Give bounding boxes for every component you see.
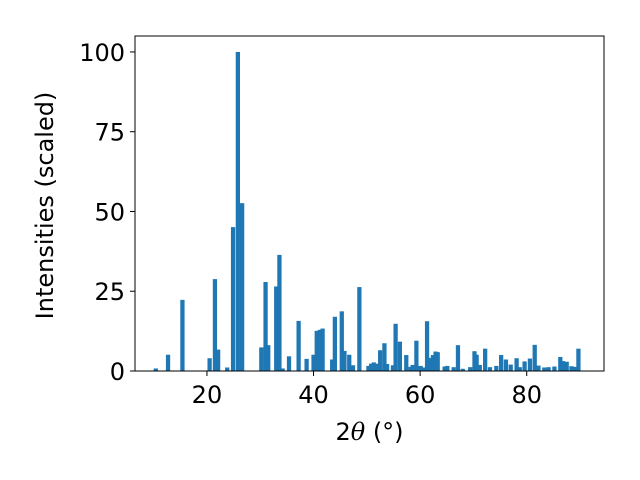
- bar: [468, 367, 473, 371]
- bar: [558, 356, 563, 371]
- bar: [542, 367, 547, 371]
- bar: [382, 343, 387, 371]
- bar: [418, 365, 423, 371]
- bar: [430, 355, 436, 371]
- bar: [320, 328, 325, 371]
- bar: [460, 368, 465, 371]
- bar: [317, 329, 323, 371]
- bar: [455, 345, 461, 371]
- bar: [350, 365, 356, 371]
- bar: [378, 350, 383, 371]
- x-tick-label: 60: [405, 381, 436, 409]
- x-axis-label-unit: (°): [365, 418, 403, 446]
- bar: [207, 358, 212, 371]
- bar: [508, 364, 513, 371]
- bar: [266, 345, 271, 371]
- bar: [477, 364, 482, 371]
- bar: [451, 367, 456, 371]
- bar: [239, 203, 245, 371]
- bar: [332, 316, 337, 371]
- bar: [527, 358, 533, 371]
- bar: [404, 355, 409, 371]
- y-tick-label: 0: [110, 358, 125, 386]
- bar: [274, 286, 279, 371]
- bar: [532, 344, 537, 371]
- bar: [342, 350, 347, 371]
- bar: [314, 330, 319, 371]
- plot-frame: [134, 35, 605, 372]
- y-axis: 0 25 50 75 100: [79, 39, 135, 386]
- bar: [259, 347, 264, 371]
- bar: [384, 363, 390, 371]
- bar: [263, 281, 268, 371]
- bar: [421, 367, 426, 371]
- bar: [424, 321, 430, 371]
- x-tick-label: 20: [192, 381, 223, 409]
- bar: [180, 299, 185, 371]
- bar: [330, 359, 335, 371]
- bar: [366, 365, 371, 371]
- y-tick-label: 50: [94, 198, 125, 226]
- bar: [573, 366, 578, 371]
- bar: [280, 368, 285, 371]
- x-axis: 20 40 60 80: [192, 371, 542, 409]
- bar: [375, 363, 380, 371]
- bar: [357, 287, 362, 371]
- bar: [487, 367, 493, 371]
- bar: [225, 367, 230, 371]
- bar: [428, 357, 433, 371]
- bar: [277, 254, 282, 371]
- bar: [414, 340, 419, 371]
- bar: [435, 352, 440, 371]
- bar: [445, 365, 450, 371]
- bar: [483, 348, 488, 371]
- bar: [390, 365, 396, 371]
- bar: [564, 361, 569, 371]
- bar-series: [153, 51, 581, 371]
- y-tick-label: 75: [94, 119, 125, 147]
- bar: [286, 356, 292, 371]
- bar: [442, 366, 447, 371]
- bar: [393, 323, 398, 371]
- bar: [514, 358, 519, 371]
- bar: [552, 366, 557, 371]
- x-axis-label-theta: θ: [351, 418, 366, 446]
- bar: [560, 361, 566, 371]
- x-tick-label: 80: [511, 381, 542, 409]
- bar: [216, 349, 221, 371]
- bar: [230, 227, 236, 371]
- bar: [569, 366, 574, 371]
- bar: [494, 365, 499, 371]
- bar: [536, 365, 541, 371]
- bar: [339, 311, 344, 371]
- y-axis-label: Intensities (scaled): [31, 92, 59, 320]
- bar: [311, 354, 316, 371]
- x-tick-label: 40: [298, 381, 329, 409]
- bar: [474, 354, 479, 371]
- y-tick-label: 25: [94, 278, 125, 306]
- bar: [410, 364, 415, 371]
- bar: [499, 355, 504, 371]
- bar: [368, 363, 374, 371]
- bar: [433, 351, 438, 371]
- bar: [397, 341, 403, 371]
- bar: [153, 368, 158, 371]
- bar: [347, 354, 352, 371]
- x-axis-label-prefix: 2: [335, 418, 350, 446]
- bar: [522, 361, 527, 371]
- bar: [503, 359, 509, 371]
- bar: [165, 354, 171, 371]
- y-tick-label: 100: [79, 39, 125, 67]
- bar: [235, 51, 240, 371]
- bar: [296, 320, 301, 371]
- bar: [576, 348, 581, 371]
- bar: [517, 367, 522, 371]
- bar: [546, 367, 551, 371]
- x-axis-label: 2θ (°): [335, 418, 403, 446]
- bar: [371, 362, 376, 371]
- bar: [212, 279, 218, 371]
- bar: [304, 358, 309, 371]
